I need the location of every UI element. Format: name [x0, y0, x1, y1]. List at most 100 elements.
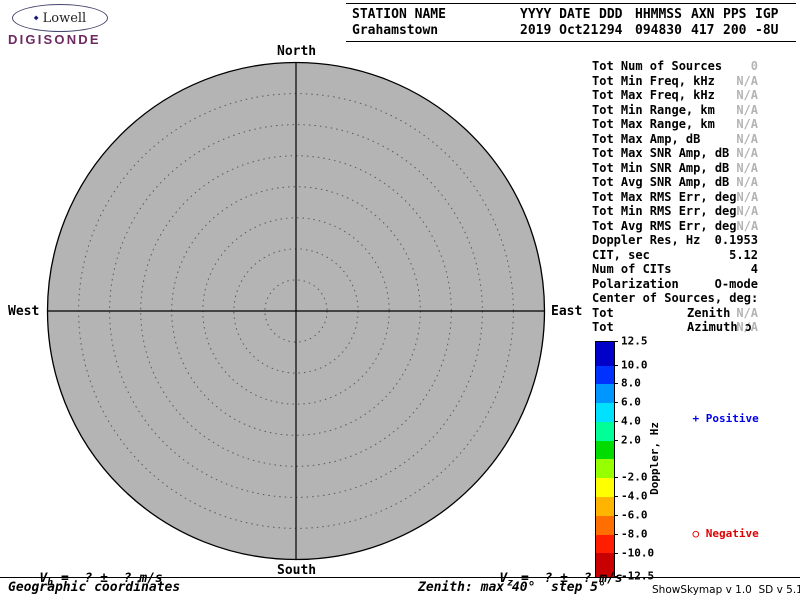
header-field-value: 417	[691, 23, 715, 38]
colorbar-tick: 12.5	[621, 334, 648, 348]
stat-value: N/A	[736, 146, 758, 160]
stat-value: O-mode	[714, 276, 758, 291]
compass-south-label: South	[277, 563, 317, 578]
colorbar-tick: -2.0	[621, 470, 648, 484]
vh-symbol: V	[39, 571, 48, 586]
vertical-velocity-readout: Vz = ? ± ? m/s	[468, 556, 623, 604]
stat-row: Tot Max Range, km N/A	[592, 117, 758, 132]
stat-value: N/A	[736, 320, 758, 334]
header-field-value: 294	[599, 23, 623, 38]
stat-label: Tot Max Amp, dB	[592, 131, 701, 146]
colorbar-tickmark	[614, 514, 618, 516]
legend-spacer	[699, 412, 706, 425]
vz-symbol: V	[499, 571, 508, 586]
stat-value: N/A	[736, 175, 758, 189]
stat-row: Tot Max Freq, kHz N/A	[592, 88, 758, 103]
vz-subscript: z	[507, 577, 514, 589]
stat-value: N/A	[736, 117, 758, 131]
stat-row: Tot Max SNR Amp, dB N/A	[592, 146, 758, 161]
stat-param: Azimuth ɔ	[687, 320, 753, 334]
stat-spacer	[715, 117, 736, 132]
lowell-logo-oval: ◆ Lowell	[12, 4, 108, 32]
stat-value: N/A	[736, 204, 759, 218]
colorbar-segment	[596, 403, 614, 422]
stat-label: Tot	[592, 305, 614, 320]
stat-value: 0.1953	[714, 233, 758, 247]
zenith-range-label: Zenith: max 40° step 5°	[418, 580, 606, 595]
colorbar-segment	[596, 421, 614, 441]
stat-value: N/A	[736, 189, 759, 204]
stat-label: Center of Sources, deg:	[592, 291, 759, 305]
stat-row: Tot Avg RMS Err, deg N/A	[592, 219, 758, 234]
colorbar-tickmark	[614, 533, 618, 535]
colorbar-tickmark	[614, 402, 618, 404]
colorbar-tick: -8.0	[621, 527, 648, 541]
header-field-label: STATION NAME	[352, 7, 446, 22]
colorbar-segment	[596, 497, 614, 516]
stat-value: 5.12	[729, 247, 758, 262]
colorbar-title-wrap: Doppler, Hz	[646, 341, 662, 576]
stat-value: N/A	[736, 102, 758, 117]
colorbar-tickmark	[614, 552, 618, 554]
colorbar-tick: 2.0	[621, 433, 641, 447]
vz-value: = ? ± ? m/s	[513, 571, 623, 586]
colorbar-tickmark	[614, 439, 618, 441]
stat-row: Tot Max RMS Err, deg N/A	[592, 190, 758, 205]
colorbar-title: Doppler, Hz	[647, 422, 661, 495]
compass-west-label: West	[8, 304, 40, 319]
colorbar-segment	[596, 440, 614, 460]
colorbar-segment	[596, 342, 614, 366]
colorbar-tick: -6.0	[621, 508, 648, 522]
colorbar-tick: 4.0	[621, 414, 641, 428]
stat-value: 4	[750, 262, 758, 276]
doppler-colorbar	[595, 341, 615, 578]
legend-spacer	[699, 527, 706, 540]
center-of-sources-row: Tot Zenith N/A	[592, 306, 758, 321]
stat-param: Zenith	[687, 305, 731, 320]
stat-row: Tot Min RMS Err, deg N/A	[592, 204, 758, 219]
stat-row: Num of CITs 4	[592, 262, 758, 277]
header-field-label: AXN	[691, 7, 715, 22]
vh-value: = ? ± ? m/s	[53, 571, 163, 586]
stat-row: Doppler Res, Hz 0.1953	[592, 233, 758, 248]
legend-negative: ○ Negative	[666, 514, 759, 553]
coordinates-mode-label: Geographic coordinates	[8, 580, 181, 595]
colorbar-tick: -10.0	[621, 546, 655, 559]
stat-label: Tot Min Range, km	[592, 102, 715, 117]
stat-label: CIT, sec	[592, 247, 650, 262]
stat-row: Tot Min SNR Amp, dB N/A	[592, 161, 758, 176]
header-field-label: HHMMSS	[635, 7, 682, 22]
colorbar-segment	[596, 553, 614, 577]
header-field-label: YYYY DATE	[520, 7, 591, 22]
stat-spacer	[729, 175, 736, 190]
stat-row: CIT, sec 5.12	[592, 248, 758, 263]
lowell-logo-icon: ◆	[33, 13, 39, 22]
colorbar-segment	[596, 384, 614, 404]
stat-value: N/A	[736, 160, 758, 175]
colorbar-segment	[596, 459, 614, 479]
skymap-plot	[46, 61, 546, 561]
stat-spacer	[729, 146, 736, 161]
header-field-value: 2019 Oct21	[520, 23, 599, 38]
stat-row: Tot Avg SNR Amp, dB N/A	[592, 175, 758, 190]
stat-row: Polarization O-mode	[592, 277, 758, 292]
footer-rule	[0, 577, 800, 578]
stat-label: Tot Min SNR Amp, dB	[592, 160, 730, 175]
header-field-label: PPS	[723, 7, 747, 22]
stat-row: Center of Sources, deg:	[592, 291, 758, 306]
colorbar-segment	[596, 365, 614, 385]
stat-row: Tot Max Amp, dB N/A	[592, 132, 758, 147]
stat-value: 0	[750, 59, 758, 73]
stat-label: Tot Avg RMS Err, deg	[592, 218, 737, 233]
legend-positive-label: Positive	[705, 412, 759, 425]
colorbar-segment	[596, 478, 614, 498]
compass-north-label: North	[277, 44, 317, 59]
colorbar-tickmark	[614, 496, 618, 498]
header-field-value: -8U	[755, 23, 779, 38]
stat-row: Tot Min Freq, kHz N/A	[592, 74, 758, 89]
app-version-label: ShowSkymap v 1.0 SD v 5.1	[652, 584, 800, 596]
positive-marker-icon: +	[692, 412, 700, 425]
stat-label: Polarization	[592, 276, 679, 291]
stat-label: Tot Max Range, km	[592, 117, 715, 131]
header-field-label: DDD	[599, 7, 623, 22]
